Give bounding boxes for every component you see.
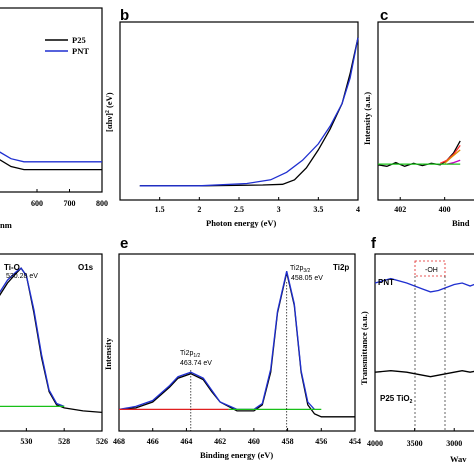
- panel-f-letter: f: [371, 235, 377, 252]
- panel-a-xtick-label: 700: [64, 199, 76, 208]
- panel-b-xtick-label: 3.5: [313, 205, 323, 214]
- panel-e-xtick-label: 468: [113, 437, 125, 446]
- panel-b-letter: b: [120, 7, 129, 24]
- panel-e-letter: e: [120, 235, 128, 252]
- panel-e-plot: 468 466 464 462 460 458 456 454: [113, 270, 361, 446]
- panel-c-xtick-label: 402: [394, 205, 406, 214]
- panel-f-series-pnt: [374, 277, 474, 293]
- panel-b-xlabel: Photon energy (eV): [206, 218, 277, 228]
- panel-d-frame: [0, 253, 103, 432]
- panel-c-plot: 402 400: [377, 140, 461, 214]
- panel-f-xtick-label: 3000: [446, 439, 462, 448]
- panel-c-series-fit-2: [444, 149, 461, 164]
- panel-f-xtick-label: 4000: [367, 439, 383, 448]
- panel-d-xtick-label: 526: [96, 437, 108, 446]
- panel-e-series-raw: [118, 272, 355, 418]
- panel-e-peak2-value: 463.74 eV: [180, 360, 212, 367]
- panel-e-peak2-name: Ti2p1/2: [180, 350, 201, 359]
- panel-f-plot: 4000 3500 3000: [367, 277, 474, 448]
- panel-f-xtick-label: 3500: [407, 439, 423, 448]
- panel-d-series-fit: [0, 267, 65, 408]
- panel-c-xtick-label: 400: [439, 205, 451, 214]
- panel-e-peak2-sub: 1/2: [193, 353, 200, 359]
- panel-e-series-fit: [118, 270, 315, 411]
- panel-c-ylabel: Intensity (a.u.): [362, 92, 372, 145]
- panel-e-xtick-label: 462: [214, 437, 226, 446]
- panel-d-plot: 530 528 526: [0, 267, 108, 446]
- panel-f-label-p25: P25 TiO2: [380, 394, 413, 405]
- panel-e-ylabel: Intensity: [103, 337, 113, 370]
- panel-a-series-p25: [0, 159, 102, 171]
- panel-b-xtick-label: 2: [197, 205, 201, 214]
- panel-e-peak1-name: Ti2p3/2: [290, 265, 311, 274]
- panel-e-xtick-label: 458: [282, 437, 294, 446]
- panel-c-frame: [377, 21, 474, 201]
- panel-b-ylabel-sup: 2: [105, 110, 111, 113]
- panel-a-xlabel: nm: [0, 220, 12, 230]
- panel-b-ylabel: [αhν]2 (eV): [104, 92, 114, 132]
- panel-c-xlabel: Bind: [452, 218, 470, 228]
- panel-f-label-pnt: PNT: [378, 278, 394, 287]
- panel-a-plot: 600 700 800: [0, 151, 108, 208]
- panel-a-frame: [0, 7, 103, 193]
- panel-d-peak-value: 530.28 eV: [6, 273, 38, 280]
- panel-d-tag: O1s: [78, 263, 94, 272]
- panel-e-xtick-label: 460: [248, 437, 260, 446]
- panel-c-series-fit-1: [439, 145, 461, 164]
- panel-b-series-p25: [139, 37, 359, 187]
- panel-a-series-pnt: [0, 151, 102, 163]
- panel-b-ylabel-unit: (eV): [104, 92, 114, 110]
- panel-b-xtick-label: 1.5: [155, 205, 165, 214]
- panel-e-xtick-label: 454: [349, 437, 361, 446]
- panel-f-label-p25-sub: 2: [410, 399, 413, 405]
- panel-d-peak-name: Ti-O: [4, 263, 20, 272]
- panel-e-xtick-label: 464: [180, 437, 192, 446]
- panel-e-xlabel: Binding energy (eV): [200, 450, 273, 460]
- panel-a-xtick-label: 600: [31, 199, 43, 208]
- panel-c-letter: c: [380, 7, 388, 24]
- panel-b-xtick-label: 2.5: [234, 205, 244, 214]
- legend-p25-label: P25: [72, 35, 86, 45]
- panel-b-xtick-label: 3: [277, 205, 281, 214]
- panel-f-series-p25-tio2: [374, 370, 474, 378]
- panel-e-peak1-sub: 3/2: [303, 268, 310, 274]
- panel-d-xtick-label: 530: [20, 437, 32, 446]
- panel-c-series-raw: [377, 140, 461, 167]
- panel-b-plot: 1.5 2 2.5 3 3.5 4: [139, 37, 360, 214]
- panel-e-tag: Ti2p: [333, 263, 349, 272]
- panel-f-ylabel: Transmittance (a.u.): [359, 311, 369, 385]
- panel-f-band-box: [414, 260, 446, 277]
- panel-a-xtick-label: 800: [96, 199, 108, 208]
- panel-e-peak1-value: 458.05 eV: [291, 275, 323, 282]
- panel-d-series-raw: [0, 267, 103, 414]
- panel-f-band: -OH: [425, 267, 438, 274]
- panel-b-frame: [119, 21, 359, 201]
- panel-b-xtick-label: 4: [356, 205, 360, 214]
- panel-f-frame: [374, 253, 474, 432]
- panel-f-xlabel: Wav: [450, 454, 467, 464]
- panel-d-xtick-label: 528: [58, 437, 70, 446]
- panel-e-frame: [118, 253, 356, 432]
- panel-e-xtick-label: 456: [315, 437, 327, 446]
- panel-b-series-pnt: [139, 37, 359, 187]
- panel-e-xtick-label: 466: [147, 437, 159, 446]
- legend-pnt-label: PNT: [72, 46, 89, 56]
